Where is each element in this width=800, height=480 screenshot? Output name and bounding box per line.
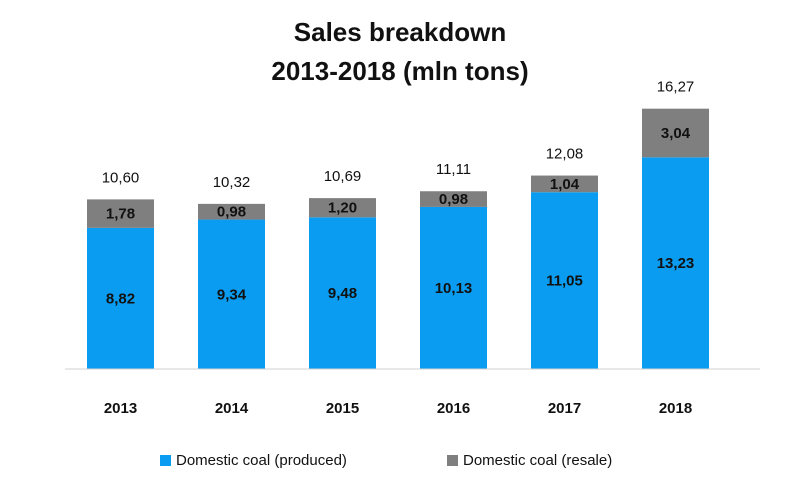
total-label-2013: 10,60 (102, 169, 140, 186)
bar-resale-2014 (198, 203, 265, 220)
legend: Domestic coal (produced) Domestic coal (r… (160, 452, 612, 469)
data-label-resale-2015: 1,20 (328, 200, 357, 217)
x-tick-labels: 2013 2014 2015 2016 2017 2018 (104, 400, 692, 417)
data-label-resale-2014: 0,98 (217, 204, 246, 221)
bar-produced-2015 (309, 217, 376, 369)
bar-resale-2015 (309, 198, 376, 218)
x-tick-2015: 2015 (326, 400, 359, 417)
data-label-resale-2018: 3,04 (661, 125, 691, 142)
total-label-2014: 10,32 (213, 174, 251, 191)
x-tick-2018: 2018 (659, 400, 692, 417)
data-label-resale-2017: 1,04 (550, 176, 580, 193)
bar-resale-2016 (420, 191, 487, 207)
bar-produced-2016 (420, 206, 487, 369)
x-tick-2017: 2017 (548, 400, 581, 417)
total-label-2018: 16,27 (657, 79, 695, 96)
bar-resale-2013 (87, 199, 154, 228)
x-tick-2016: 2016 (437, 400, 470, 417)
x-tick-2014: 2014 (215, 400, 249, 417)
total-label-2015: 10,69 (324, 168, 362, 185)
total-label-2016: 11,11 (436, 161, 471, 178)
legend-label-resale: Domestic coal (resale) (463, 452, 612, 469)
legend-swatch-resale (447, 455, 458, 466)
data-label-produced-2014: 9,34 (217, 286, 247, 303)
bars-group: 8,82 1,78 10,60 9,34 0,98 10,32 9,48 1,20 10,69 1… (87, 79, 709, 369)
chart-title-line-2: 2013-2018 (mln tons) (271, 56, 528, 86)
bar-resale-2017 (531, 175, 598, 193)
chart-title-line-1: Sales breakdown (294, 17, 506, 47)
data-label-resale-2016: 0,98 (439, 191, 468, 208)
data-label-produced-2018: 13,23 (657, 255, 695, 272)
bar-produced-2013 (87, 227, 154, 369)
total-label-2017: 12,08 (546, 146, 584, 163)
data-label-resale-2013: 1,78 (106, 206, 135, 223)
bar-resale-2018 (642, 108, 709, 158)
legend-swatch-produced (160, 455, 171, 466)
legend-label-produced: Domestic coal (produced) (176, 452, 347, 469)
data-label-produced-2016: 10,13 (435, 280, 473, 297)
data-label-produced-2013: 8,82 (106, 290, 135, 307)
data-label-produced-2017: 11,05 (546, 273, 583, 290)
data-label-produced-2015: 9,48 (328, 285, 357, 302)
bar-produced-2018 (642, 157, 709, 369)
bar-produced-2014 (198, 219, 265, 369)
bar-produced-2017 (531, 192, 598, 369)
x-tick-2013: 2013 (104, 400, 137, 417)
